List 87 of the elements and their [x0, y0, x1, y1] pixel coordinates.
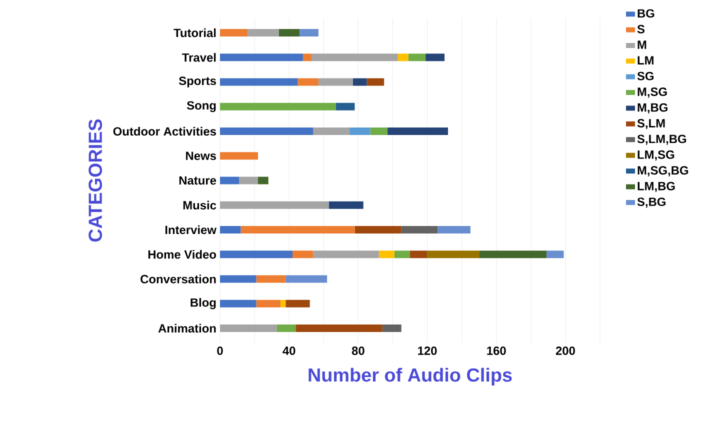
bar	[401, 226, 438, 234]
bar	[292, 250, 314, 258]
bar	[220, 226, 241, 234]
bar	[220, 29, 248, 37]
x-tick-label: 40	[282, 346, 296, 355]
bar	[313, 128, 350, 136]
y-axis-title: CATEGORIES	[88, 119, 102, 242]
bar	[546, 250, 564, 258]
bar	[286, 275, 328, 283]
y-tick-label: Blog	[190, 298, 216, 310]
bar	[220, 324, 277, 332]
bar	[408, 54, 426, 62]
bar	[394, 250, 410, 258]
y-tick-label: Animation	[158, 324, 216, 333]
bar	[313, 250, 379, 258]
bar	[438, 226, 470, 234]
bar	[378, 250, 394, 258]
legend-label: S,BG	[637, 198, 666, 208]
bar	[312, 54, 398, 62]
bar	[328, 201, 364, 209]
bar	[398, 54, 408, 62]
bar	[353, 78, 367, 86]
legend-label: BG	[638, 9, 654, 18]
bar	[336, 102, 355, 110]
bar	[256, 275, 286, 283]
y-tick-label: Tutorial	[174, 28, 216, 38]
legend-label: S	[637, 24, 644, 34]
bar	[286, 300, 310, 308]
bar	[220, 275, 256, 283]
bar	[298, 78, 318, 86]
x-tick-label: 120	[418, 346, 437, 355]
bar	[479, 250, 546, 258]
bar	[426, 54, 445, 62]
bar	[220, 54, 303, 62]
bar	[410, 250, 428, 258]
bar	[382, 324, 402, 332]
bar	[239, 176, 258, 184]
bar	[280, 300, 286, 308]
bar	[220, 102, 336, 110]
x-tick-label: 0	[217, 346, 223, 355]
bar	[248, 29, 279, 37]
legend-label: S,LM,BG	[637, 134, 686, 145]
legend-label: S,LM	[637, 118, 665, 130]
bar	[302, 54, 312, 62]
bar	[366, 78, 384, 86]
y-tick-label: Interview	[165, 225, 217, 234]
bar	[296, 324, 382, 332]
y-tick-label: Conversation	[140, 274, 216, 284]
legend-label: M,SG,BG	[638, 166, 688, 176]
bar	[299, 29, 318, 37]
bar	[427, 250, 480, 258]
bar	[220, 201, 329, 209]
bar	[256, 300, 280, 308]
bar	[220, 176, 239, 184]
y-tick-label: Outdoor Activities	[113, 126, 216, 136]
y-tick-label: Music	[183, 200, 216, 210]
bar	[370, 128, 388, 136]
legend-label: LM	[638, 56, 654, 64]
legend-label: LM,BG	[638, 182, 675, 192]
x-tick-label: 160	[487, 346, 506, 355]
y-tick-label: Sports	[178, 76, 216, 88]
y-tick-label: Song	[186, 101, 216, 112]
y-tick-label: Nature	[179, 176, 216, 185]
legend-label: M,SG	[638, 88, 667, 98]
bar	[318, 78, 354, 86]
bar	[277, 324, 296, 332]
y-tick-label: Home Video	[148, 250, 216, 259]
legend-label: M,BG	[638, 103, 668, 114]
bar	[220, 152, 258, 160]
y-tick-label: News	[186, 152, 216, 160]
bar	[240, 226, 355, 234]
bar	[354, 226, 402, 234]
bar	[388, 128, 448, 136]
bar	[220, 300, 256, 308]
x-tick-label: 80	[352, 346, 364, 355]
bar	[278, 29, 300, 37]
bar	[220, 128, 314, 136]
x-tick-label: 200	[556, 346, 575, 355]
x-axis-title: Number of Audio Clips	[308, 368, 512, 386]
y-tick-label: Travel	[182, 53, 216, 62]
bar	[220, 250, 293, 258]
legend-label: SG	[637, 72, 654, 80]
legend-label: LM,SG	[638, 150, 674, 161]
bar	[350, 128, 370, 136]
legend-label: M	[638, 40, 646, 49]
bar	[220, 78, 298, 86]
bar	[258, 176, 268, 184]
